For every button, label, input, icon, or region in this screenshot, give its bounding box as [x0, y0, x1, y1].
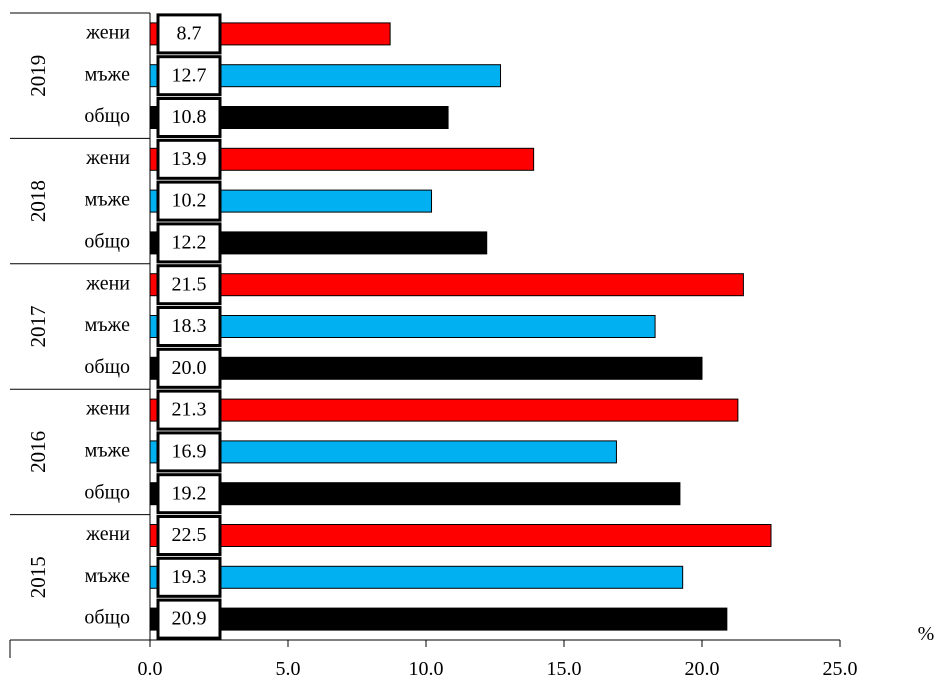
category-label: общо — [84, 230, 130, 252]
data-label-box — [156, 222, 222, 264]
bars-layer — [149, 22, 772, 631]
category-label: общо — [84, 356, 130, 378]
category-label: жени — [85, 147, 130, 169]
data-label-box — [156, 515, 222, 556]
data-label: 19.3 — [172, 566, 207, 588]
category-label: мъже — [85, 314, 131, 336]
bar-2016-жени — [149, 398, 739, 422]
data-label: 20.0 — [172, 357, 207, 379]
category-label: мъже — [85, 63, 131, 85]
data-label: 22.5 — [172, 524, 207, 546]
x-tick-label: 25.0 — [823, 658, 858, 680]
data-label: 21.5 — [172, 273, 207, 295]
bar-2017-жени — [149, 273, 744, 297]
data-label-box — [156, 264, 222, 306]
category-label: жени — [85, 398, 130, 420]
x-tick-label: 5.0 — [276, 658, 301, 680]
category-label: жени — [85, 272, 130, 294]
data-label-box — [156, 431, 222, 473]
labels-layer: 2019 жени 8.7 мъже 12.7 общо 10.8 2018 жени 13.9 м… — [26, 13, 858, 680]
category-label: общо — [84, 481, 130, 503]
bar-2015-общо — [149, 607, 728, 631]
data-label: 10.2 — [172, 190, 207, 212]
category-label: общо — [84, 607, 130, 629]
data-label: 16.9 — [172, 440, 207, 462]
x-tick-label: 0.0 — [138, 658, 163, 680]
data-label: 19.2 — [172, 482, 207, 504]
data-label: 18.3 — [172, 315, 207, 337]
category-label: мъже — [85, 439, 131, 461]
data-label-box — [156, 97, 222, 138]
x-tick-label: 10.0 — [409, 658, 444, 680]
data-label: 10.8 — [172, 106, 207, 128]
data-label: 12.7 — [172, 64, 207, 86]
x-axis-unit-label: % — [918, 623, 935, 645]
bar-2017-мъже — [149, 315, 656, 338]
year-label: 2015 — [26, 556, 50, 598]
data-label-box — [156, 556, 222, 598]
data-label: 12.2 — [172, 231, 207, 253]
data-label: 13.9 — [172, 148, 207, 170]
data-label: 20.9 — [172, 608, 207, 630]
bar-2016-общо — [149, 482, 681, 506]
data-label-box — [156, 306, 222, 347]
ticks-layer — [9, 12, 841, 658]
data-label-box — [156, 180, 222, 222]
x-tick-label: 15.0 — [547, 658, 582, 680]
data-label-box — [156, 389, 222, 431]
data-label-box — [156, 347, 222, 389]
bar-2015-мъже — [149, 565, 684, 589]
data-label: 8.7 — [177, 22, 202, 44]
category-label: мъже — [85, 565, 131, 587]
x-tick-label: 20.0 — [685, 658, 720, 680]
data-label: 21.3 — [172, 399, 207, 421]
axis-layer: % — [149, 13, 935, 645]
category-label: общо — [84, 105, 130, 127]
data-label-box — [156, 13, 222, 55]
category-label: мъже — [85, 189, 131, 211]
data-label-box — [156, 598, 222, 640]
category-label: жени — [85, 523, 130, 545]
data-label-box — [156, 138, 222, 180]
category-label: жени — [85, 21, 130, 43]
year-label: 2017 — [26, 306, 50, 348]
bar-2015-жени — [149, 524, 772, 547]
bar-2017-общо — [149, 356, 703, 380]
year-label: 2016 — [26, 431, 50, 473]
data-label-box — [156, 473, 222, 515]
data-label-box — [156, 55, 222, 97]
year-label: 2018 — [26, 180, 50, 222]
year-label: 2019 — [26, 55, 50, 97]
